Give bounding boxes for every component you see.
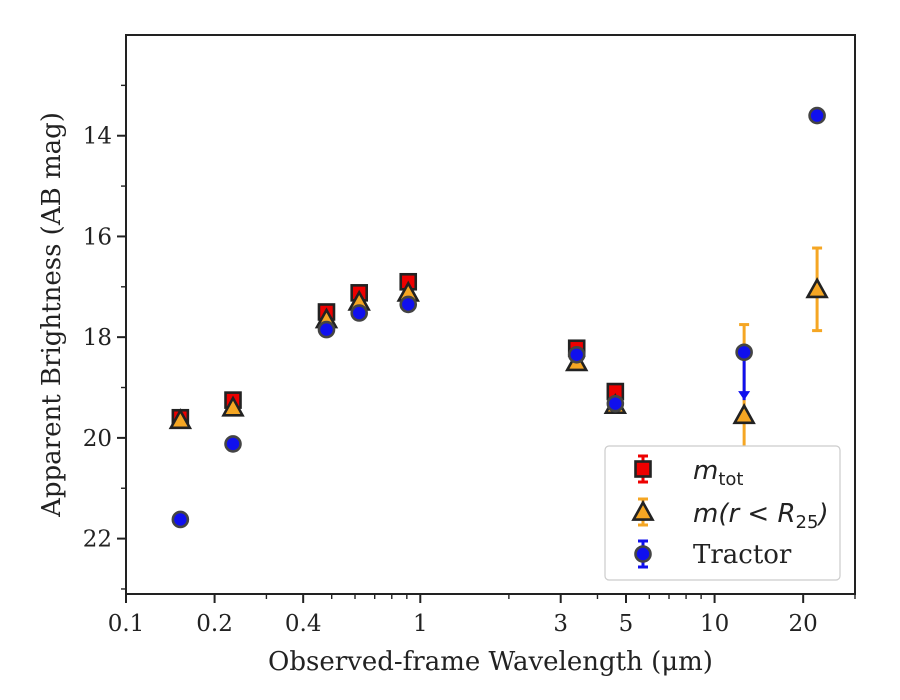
y-tick-label: 18 [83,325,112,351]
legend-box [604,445,841,581]
x-tick-label: 0.2 [196,611,233,637]
legend-sub-mr25: 25 [796,512,819,533]
x-axis-title: Observed-frame Wavelength (μm) [268,647,713,677]
series-tractor [171,106,826,529]
legend-handle-mtot [634,454,652,484]
y-tick-label: 20 [83,426,112,452]
x-tick-label: 1 [413,611,428,637]
x-tick-label: 3 [553,611,568,637]
legend-label-tractor: Tractor [693,540,792,570]
tractor-point [606,394,625,413]
y-tick-label: 22 [83,527,112,553]
y-axis-title: Apparent Brightness (AB mag) [37,112,67,518]
axis-ticks: 0.1 0.2 0.4 1 3 5 10 20 14 16 18 20 22 [83,84,856,637]
tractor-point [224,435,242,453]
tractor-point [399,295,418,314]
plot-frame [125,34,856,595]
mr25-point [221,395,245,417]
legend-marker-tractor [634,545,652,563]
x-tick-label: 0.1 [108,611,145,637]
legend-handle-mr25 [631,497,655,527]
tractor-limit-arrow-head [738,391,751,401]
tractor-point [171,510,190,529]
legend-marker-mtot [634,460,652,478]
legend-sub-mtot: tot [718,469,743,490]
tractor-point [350,304,368,322]
x-tick-label: 0.4 [285,611,322,637]
legend-label-mtot: mtot [693,456,743,490]
chart-marks [168,106,829,529]
x-tick-label: 10 [700,611,729,637]
x-tick-label: 5 [619,611,634,637]
legend-handle-tractor [634,539,652,569]
legend-label-mr25: m(r < R25) [693,499,829,533]
tractor-point [317,320,336,339]
tractor-point [808,106,826,125]
mr25-point [168,408,193,430]
tractor-point [735,343,753,362]
x-tick-label: 20 [789,611,818,637]
mr25-point [805,277,829,299]
tractor-point [567,345,586,364]
legend: mtot m(r < R25) Tractor [604,445,841,581]
y-tick-label: 16 [83,224,112,250]
y-tick-label: 14 [83,124,112,150]
legend-marker-mr25 [631,499,655,521]
mr25-point [732,403,756,425]
